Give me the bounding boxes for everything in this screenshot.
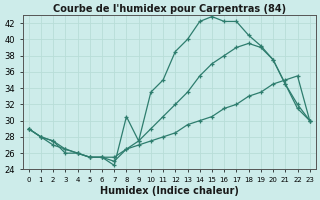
Title: Courbe de l'humidex pour Carpentras (84): Courbe de l'humidex pour Carpentras (84) [52, 4, 286, 14]
X-axis label: Humidex (Indice chaleur): Humidex (Indice chaleur) [100, 186, 239, 196]
